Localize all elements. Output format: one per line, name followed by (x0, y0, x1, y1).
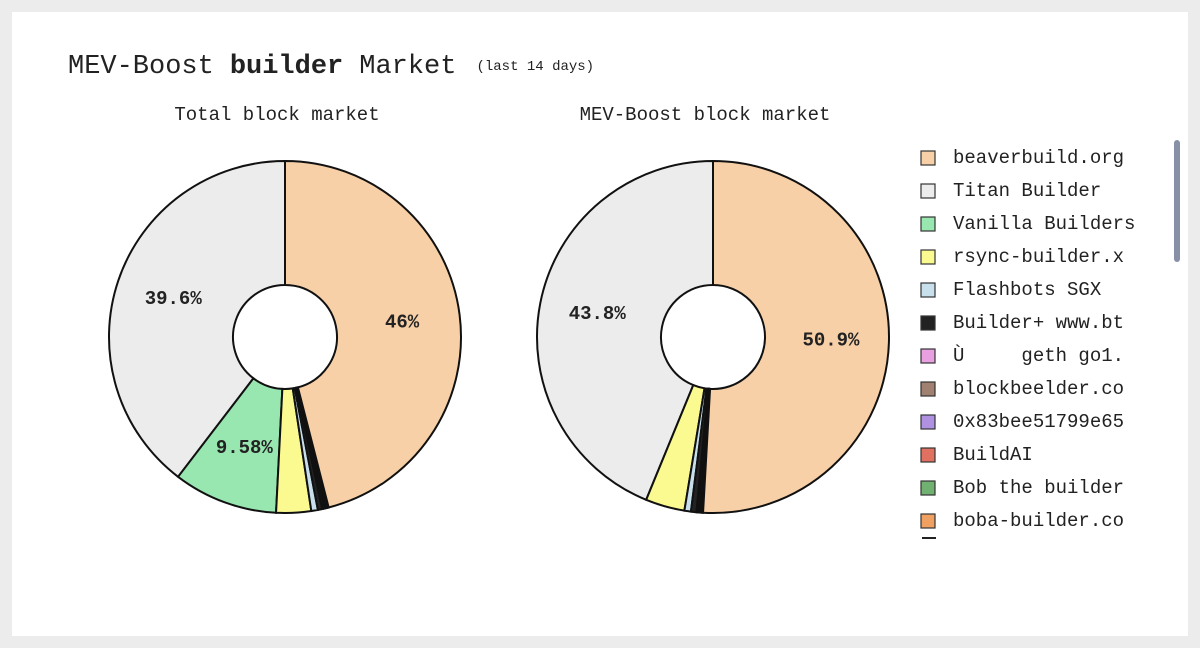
legend-swatch (920, 447, 936, 463)
title-part: Market (359, 52, 456, 82)
legend-label: Flashbots SGX (953, 279, 1102, 301)
value-label: 39.6% (145, 288, 203, 310)
legend-swatch (920, 480, 936, 496)
slice (108, 159, 286, 479)
pie-title: MEV-Boost block market (580, 104, 831, 126)
legend-label: BuildAI (953, 444, 1033, 466)
legend-label: blockbeelder.co (953, 378, 1124, 400)
legend-label: beaverbuild.org (953, 147, 1124, 169)
legend-label: Builder+ www.bt (953, 312, 1124, 334)
legend-swatch (920, 381, 936, 397)
legend-swatch (920, 282, 936, 298)
legend-label: rsync-builder.x (953, 246, 1124, 268)
legend-label: Bob the builder (953, 477, 1124, 499)
legend-label: 0x83bee51799e65 (953, 411, 1124, 433)
legend-swatch (920, 348, 936, 364)
value-label: 46% (385, 311, 420, 333)
legend-swatch (920, 513, 936, 529)
legend-swatch (920, 216, 936, 232)
title-part: MEV-Boost (68, 52, 214, 82)
subtitle: (last 14 days) (476, 59, 594, 75)
legend-swatch (920, 249, 936, 265)
legend-label: Ù geth go1. (953, 345, 1124, 367)
pie-title: Total block market (174, 104, 379, 126)
slice (701, 159, 890, 514)
value-label: 50.9% (802, 329, 860, 351)
legend-swatch (920, 150, 936, 166)
slice (536, 159, 714, 502)
legend-label: Titan Builder (953, 180, 1101, 202)
legend-swatch (920, 414, 936, 430)
legend-label: boba-builder.co (953, 510, 1124, 532)
legend-swatch (920, 315, 936, 331)
slice (284, 159, 462, 509)
legend-swatch (920, 183, 936, 199)
legend-label: Vanilla Builders (953, 213, 1135, 235)
chart-title: MEV-Boost builder Market (last 14 days) (68, 52, 594, 82)
value-label: 43.8% (569, 303, 627, 325)
scrollbar[interactable] (1174, 140, 1180, 262)
title-part: builder (230, 52, 343, 82)
value-label: 9.58% (216, 437, 274, 459)
